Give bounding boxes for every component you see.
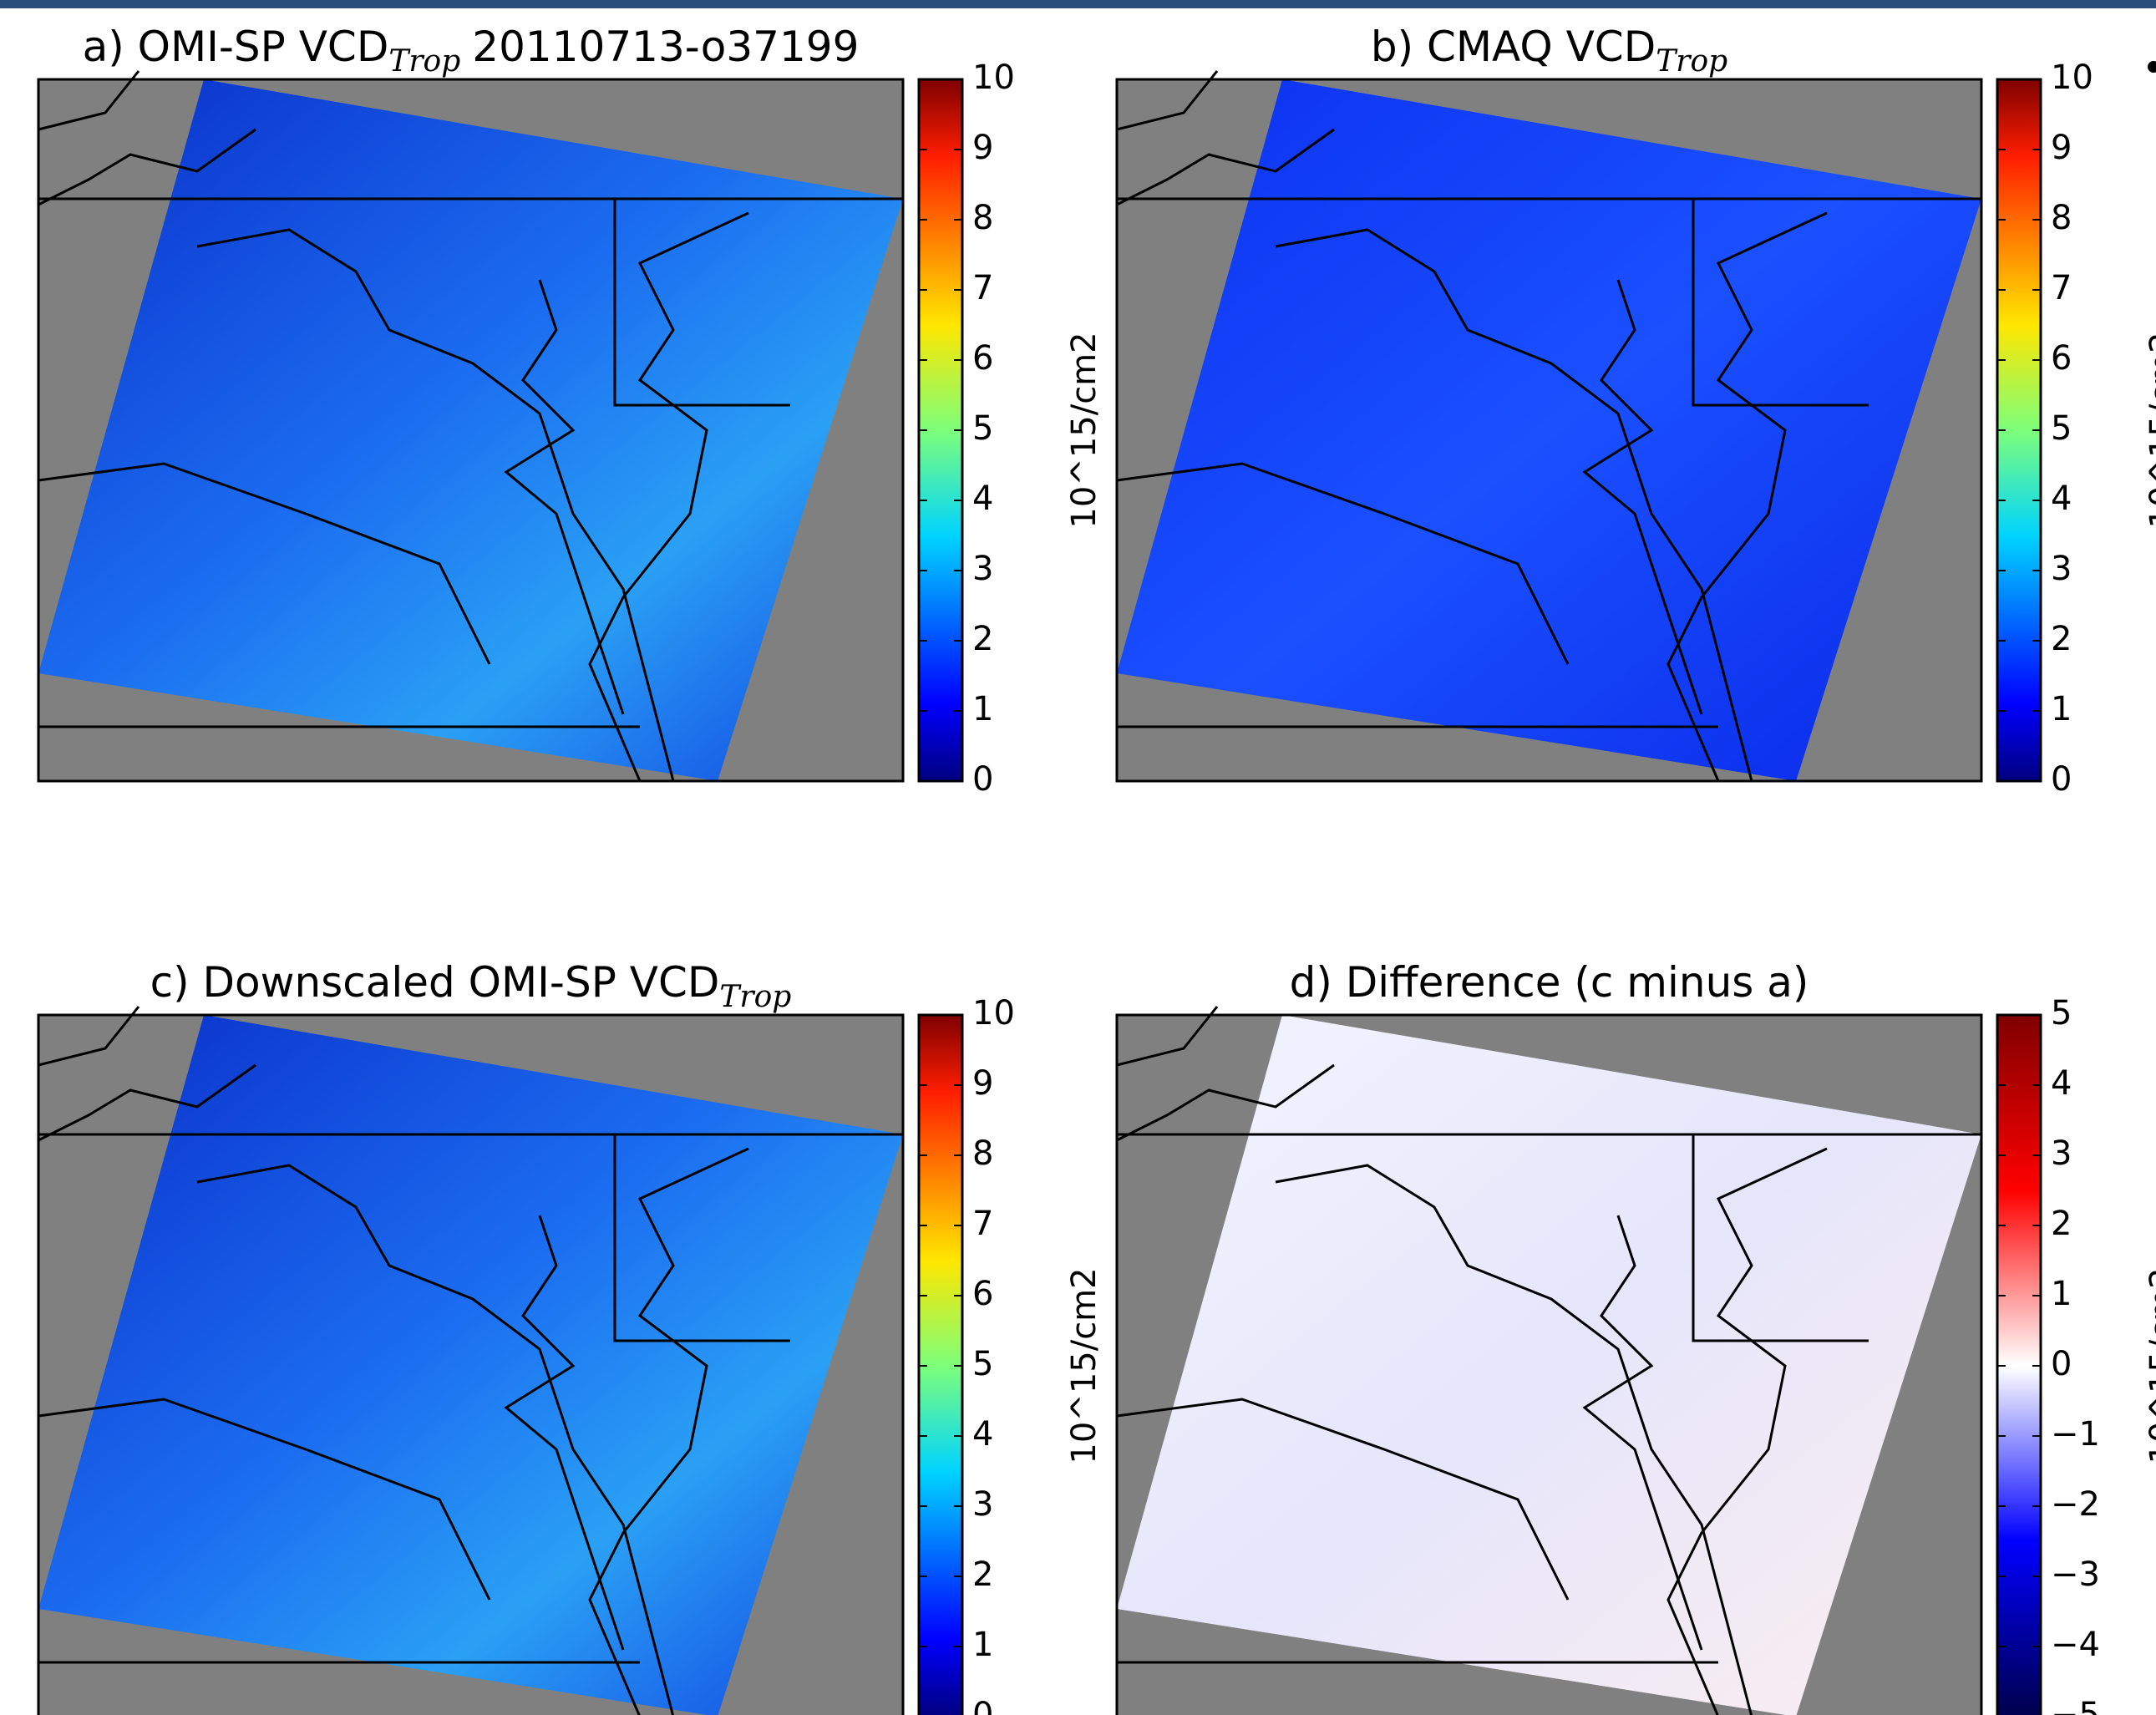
tick-label: 9 xyxy=(2051,129,2072,167)
title-subscript: Trop xyxy=(388,44,460,79)
top-bar xyxy=(0,0,2156,8)
panel-title: c) Downscaled OMI-SP VCDTrop xyxy=(150,958,792,1014)
tick-label: 9 xyxy=(972,129,993,167)
tick-label: 9 xyxy=(972,1064,993,1103)
tick-label: 0 xyxy=(972,760,993,799)
panel: d) Difference (c minus a) −5 −4 −3 −2 −1 0 1 2 3 4… xyxy=(1117,958,2156,1715)
panel-title: b) CMAQ VCDTrop xyxy=(1371,23,1727,79)
page: {"panels":[ {"title":"a) OMI-SP VCD","ti… xyxy=(0,0,2156,1715)
title-subscript: Trop xyxy=(1656,44,1727,79)
tick-label: −1 xyxy=(2051,1415,2100,1454)
tick-label: 5 xyxy=(2051,409,2072,448)
tick-label: 0 xyxy=(2051,760,2072,799)
tick-label: −4 xyxy=(2051,1626,2100,1664)
title-text: b) CMAQ VCD xyxy=(1371,23,1656,71)
tick-label: 4 xyxy=(972,479,993,518)
tick-label: 1 xyxy=(2051,690,2072,728)
title-subscript: Trop xyxy=(719,980,791,1014)
tick-label: −3 xyxy=(2051,1555,2100,1594)
tick-label: 3 xyxy=(2051,550,2072,588)
tick-label: 8 xyxy=(2051,199,2072,237)
colorbar-label: 10^15/cm2 xyxy=(2143,332,2156,528)
tick-label: −2 xyxy=(2051,1485,2100,1524)
tick-label: 2 xyxy=(2051,620,2072,658)
tick-label: 7 xyxy=(2051,269,2072,307)
tick-label: 5 xyxy=(972,409,993,448)
colorbar-label: 10^15/cm2 xyxy=(1065,1267,1103,1464)
title-suffix: 20110713-o37199 xyxy=(472,23,859,71)
tick-label: 2 xyxy=(972,620,993,658)
tick-label: 5 xyxy=(2051,994,2072,1033)
tick-label: 8 xyxy=(972,199,993,237)
tick-label: 4 xyxy=(2051,479,2072,518)
tick-label: 3 xyxy=(972,1485,993,1524)
tick-label: 10 xyxy=(2051,58,2093,97)
panel: b) CMAQ VCDTrop 0 1 2 3 4 5 6 7 8 9 10 10^15/cm2 xyxy=(1117,23,2156,799)
tick-label: 1 xyxy=(972,690,993,728)
tick-label: 3 xyxy=(2051,1134,2072,1173)
panel: a) OMI-SP VCDTrop 20110713-o37199 0 1 2 3 4 5 6 7… xyxy=(38,23,1103,799)
tick-label: 5 xyxy=(972,1345,993,1383)
panel-title: d) Difference (c minus a) xyxy=(1290,958,1809,1007)
tick-label: 0 xyxy=(2051,1345,2072,1383)
title-text: a) OMI-SP VCD xyxy=(83,23,389,71)
colorbar-label: 10^15/cm2 xyxy=(2143,1267,2156,1464)
tick-label: 7 xyxy=(972,269,993,307)
tick-label: 8 xyxy=(972,1134,993,1173)
tick-label: 10 xyxy=(972,994,1015,1033)
tick-label: 0 xyxy=(972,1696,993,1715)
panel-title: a) OMI-SP VCDTrop 20110713-o37199 xyxy=(83,23,860,79)
tick-label: 3 xyxy=(972,550,993,588)
tick-label: 10 xyxy=(972,58,1015,97)
tick-label: 6 xyxy=(972,1275,993,1313)
tick-label: −5 xyxy=(2051,1696,2100,1715)
tick-label: 4 xyxy=(972,1415,993,1454)
tick-label: 2 xyxy=(972,1555,993,1594)
tick-label: 1 xyxy=(2051,1275,2072,1313)
colorbar-label: 10^15/cm2 xyxy=(1065,332,1103,528)
title-text: d) Difference (c minus a) xyxy=(1290,958,1809,1007)
tick-label: 1 xyxy=(972,1626,993,1664)
figure: a) OMI-SP VCDTrop20110713-o3719901234567… xyxy=(0,0,2156,1715)
tick-label: 7 xyxy=(972,1205,993,1243)
tick-label: 4 xyxy=(2051,1064,2072,1103)
bullet xyxy=(2148,61,2156,73)
title-text: c) Downscaled OMI-SP VCD xyxy=(150,958,720,1007)
tick-label: 2 xyxy=(2051,1205,2072,1243)
panel: c) Downscaled OMI-SP VCDTrop 0 1 2 3 4 5 6 7 8 9 10… xyxy=(38,958,1103,1715)
tick-label: 6 xyxy=(972,339,993,378)
tick-label: 6 xyxy=(2051,339,2072,378)
